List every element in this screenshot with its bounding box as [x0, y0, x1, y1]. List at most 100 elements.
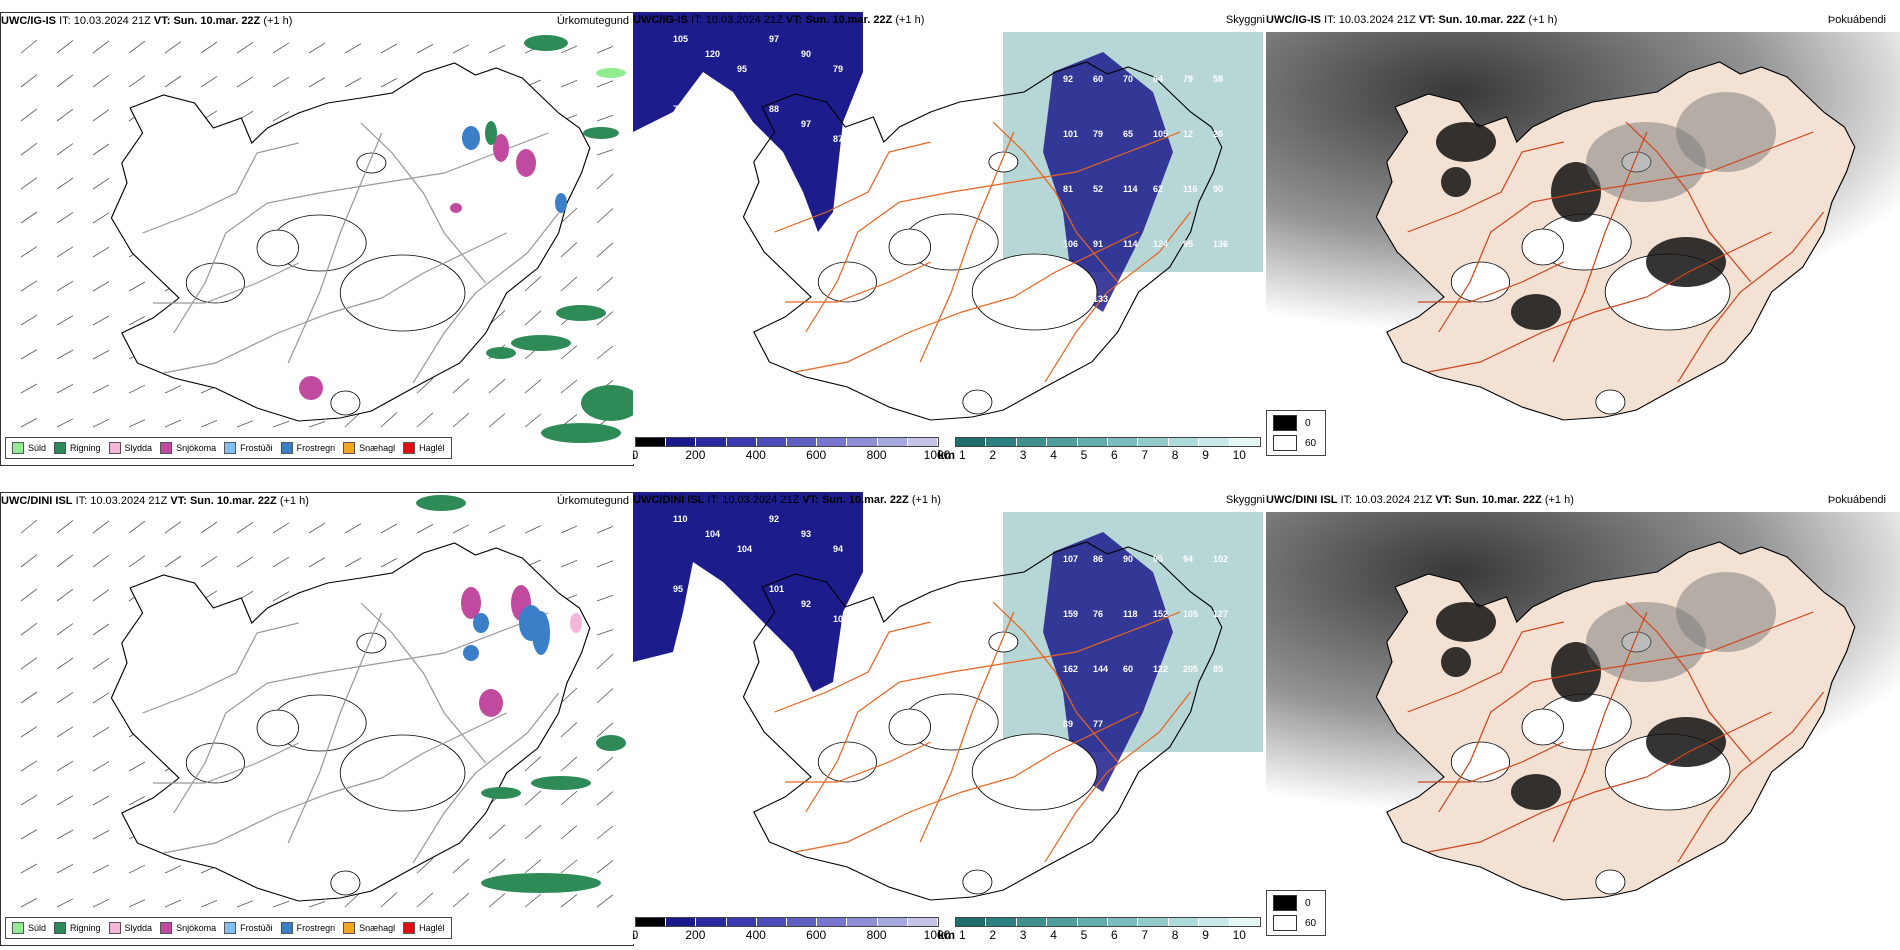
- legend-item: Frostúði: [224, 442, 273, 454]
- ceiling-value-label: 110: [673, 514, 688, 524]
- precip-cell: [461, 587, 481, 619]
- fog-patch: [1436, 602, 1496, 642]
- colorbar-tick-label: 800: [866, 928, 887, 942]
- precip-cell: [596, 735, 626, 751]
- precip-cell: [511, 335, 571, 351]
- ceiling-value-label: 52: [1093, 184, 1103, 194]
- fog-legend-swatch: [1273, 415, 1297, 431]
- wind-barb: [92, 178, 110, 190]
- wind-barb: [92, 212, 110, 224]
- precip-cell: [596, 68, 626, 78]
- wind-barb: [560, 45, 578, 54]
- colorbar-tick-label: 600: [806, 448, 827, 462]
- wind-barb: [128, 761, 146, 772]
- colorbar-tick-label: 2: [989, 448, 997, 462]
- wind-barb: [452, 892, 470, 908]
- wind-barb: [200, 76, 218, 88]
- legend-swatch: [343, 442, 356, 454]
- wind-barb: [56, 384, 74, 394]
- colorbar-tick-label: 4: [1050, 448, 1057, 462]
- colorbar-bin: [1229, 438, 1261, 446]
- wind-barb: [560, 825, 578, 840]
- colorbar-bin: [696, 438, 727, 446]
- wind-barb: [56, 554, 74, 568]
- wind-barb: [20, 657, 38, 670]
- ceiling-value-label: 92: [801, 599, 811, 609]
- visibility-colorbar: [955, 437, 1261, 447]
- ceiling-value-label: 76: [1093, 609, 1103, 619]
- road: [360, 602, 487, 764]
- wind-barb: [200, 900, 218, 908]
- colorbar-bin: [666, 918, 697, 926]
- wind-barb: [20, 726, 38, 738]
- colorbar-tick-label: 8: [1171, 448, 1179, 462]
- ceiling-value-label: 95: [1183, 239, 1193, 249]
- wind-barb: [164, 419, 182, 428]
- wind-barb: [92, 761, 110, 772]
- glacier-outline: [888, 228, 932, 266]
- legend-label: Snjókoma: [176, 923, 217, 933]
- glacier-outline: [356, 632, 387, 654]
- ceiling-value-label: 144: [1093, 664, 1108, 674]
- fog-patch: [1586, 602, 1706, 682]
- precip-cell: [524, 35, 568, 51]
- ceiling-value-label: 89: [1063, 719, 1073, 729]
- precip-cell: [541, 423, 621, 443]
- legend-item: Frostúði: [224, 922, 273, 934]
- glacier-outline: [988, 631, 1019, 653]
- colorbar-tick-label: 4: [1050, 928, 1057, 942]
- wind-barb: [20, 691, 38, 704]
- legend-swatch: [224, 442, 237, 454]
- colorbar-bin: [907, 918, 939, 926]
- ceiling-value-label: 95: [673, 584, 683, 594]
- wind-barb: [20, 314, 38, 326]
- ceiling-value-label: 79: [1093, 129, 1103, 139]
- wind-barb: [56, 74, 74, 88]
- fog-patch: [1441, 167, 1471, 197]
- fog-legend-value: 0: [1305, 897, 1311, 909]
- wind-barb: [20, 829, 38, 840]
- wind-barb: [596, 791, 614, 806]
- road: [795, 231, 1139, 373]
- wind-barb: [344, 523, 362, 534]
- road: [784, 741, 931, 783]
- colorbar-bin: [847, 438, 878, 446]
- road: [1625, 601, 1752, 763]
- colorbar-bin: [1138, 918, 1169, 926]
- wind-barb: [92, 864, 110, 874]
- wind-barb: [596, 242, 614, 258]
- colorbar-bin: [636, 438, 667, 446]
- glacier-outline: [256, 709, 300, 747]
- colorbar-bin: [1229, 918, 1261, 926]
- glacier-outline: [339, 734, 466, 812]
- glacier-outline: [988, 151, 1019, 173]
- colorbar-tick-label: 200: [685, 448, 706, 462]
- wind-barb: [128, 899, 146, 908]
- precip-cell: [486, 347, 516, 359]
- legend-swatch: [160, 442, 173, 454]
- road: [1438, 131, 1814, 333]
- colorbar-bin: [1077, 438, 1109, 446]
- precip-cell: [416, 495, 466, 511]
- legend-label: Súld: [28, 443, 47, 453]
- wind-barb: [308, 42, 326, 54]
- wind-barb: [20, 177, 38, 190]
- colorbar-tick-label: 2: [989, 928, 997, 942]
- wind-barb: [164, 385, 182, 394]
- ceiling-value-label: 60: [1123, 664, 1133, 674]
- glacier-outline: [330, 390, 361, 416]
- panel-top-right: UWC/IG-IS IT: 10.03.2024 21Z VT: Sun. 10…: [1266, 12, 1900, 464]
- colorbar-bin: [787, 438, 818, 446]
- wind-barb: [92, 350, 110, 360]
- wind-barb: [452, 524, 470, 534]
- ceiling-value-label: 102: [1213, 554, 1228, 564]
- wind-barb: [596, 860, 614, 874]
- wind-barb: [488, 858, 506, 874]
- precip-cell: [531, 776, 591, 790]
- colorbar-tick-label: 5: [1080, 448, 1088, 462]
- panel-title: UWC/DINI ISL IT: 10.03.2024 21Z VT: Sun.…: [1266, 494, 1574, 506]
- wind-barb: [236, 900, 254, 908]
- road: [1552, 131, 1648, 363]
- legend-item: Frostregn: [280, 922, 335, 934]
- wind-barb: [92, 74, 110, 88]
